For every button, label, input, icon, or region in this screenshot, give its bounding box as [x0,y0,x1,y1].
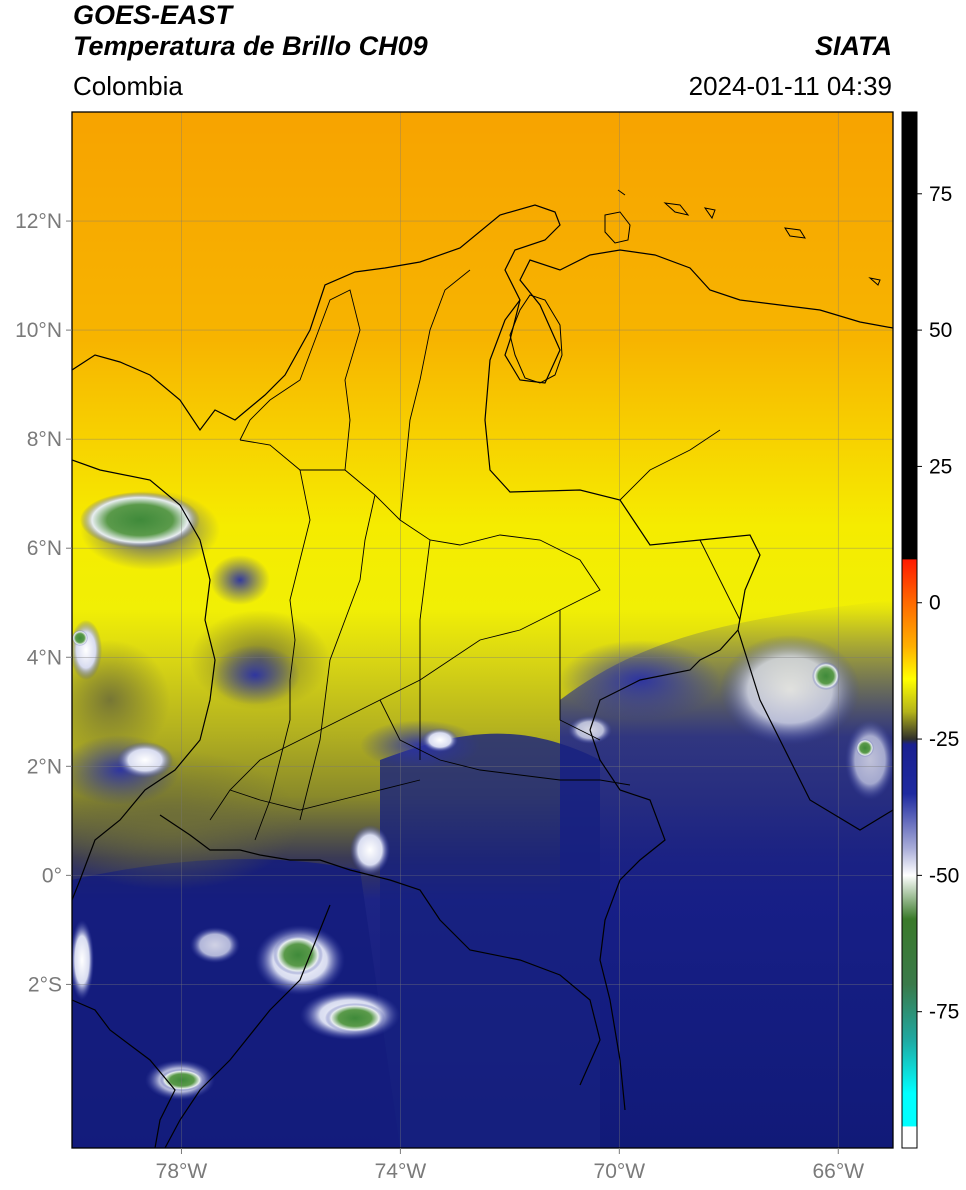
lon-tick-label: 70°W [594,1160,646,1183]
datetime-label: 2024-01-11 04:39 [688,71,892,101]
lat-tick-label: 2°N [27,755,62,778]
lat-tick-label: 12°N [15,210,62,233]
border-colombia-peru [159,814,601,1086]
lat-tick-label: 10°N [15,319,62,342]
border-interior-7 [559,610,601,741]
lon-tick-label: 74°W [375,1160,427,1183]
latitude-ticks: 12°N 10°N 8°N 6°N 4°N 2°N 0° 2°S [15,210,72,996]
border-interior-3 [299,494,376,821]
colorbar-tick-label: -25 [929,728,959,751]
colorbar-tick-label: 0 [929,592,941,615]
border-interior-6 [399,269,471,521]
lake-maracaibo [509,294,563,384]
lon-tick-label: 66°W [812,1160,864,1183]
colorbar-tick-label: -50 [929,864,959,887]
border-venezuela-interior [619,429,741,621]
colorbar: 75 50 25 0 -25 -50 -75 [901,111,959,1149]
colorbar-frame [901,111,918,1149]
lat-tick-label: 8°N [27,428,62,451]
longitude-ticks: 78°W 74°W 70°W 66°W [156,1148,864,1183]
islands-caribbean [604,189,881,286]
lat-tick-label: 2°S [28,973,62,996]
lat-tick-label: 4°N [27,646,62,669]
product-title: Temperatura de Brillo CH09 [73,31,428,61]
colorbar-tick-label: 50 [929,319,952,342]
border-interior-4 [419,539,431,760]
border-interior-1 [209,439,601,821]
lat-tick-label: 0° [42,864,62,887]
organization-label: SIATA [815,31,892,61]
colorbar-tick-label: 75 [929,183,952,206]
border-interior-8 [379,699,631,786]
colorbar-tick-label: -75 [929,1001,959,1024]
border-interior-5 [239,289,361,471]
border-interior-2 [254,469,311,841]
colorbar-tick-label: 25 [929,455,952,478]
lon-tick-label: 78°W [156,1160,208,1183]
satellite-imagery [72,112,893,1148]
coastline-ecuador [72,999,176,1148]
border-ecuador-peru [164,904,331,1148]
satellite-title: GOES-EAST [73,0,233,30]
coastline-pacific [72,459,216,901]
border-venezuela-brazil [737,629,893,831]
region-label: Colombia [73,71,183,101]
boundaries [72,189,893,1148]
colorbar-gradient [902,112,917,1148]
coastline-caribbean [72,204,893,432]
lat-tick-label: 6°N [27,537,62,560]
border-colombia-venezuela [484,299,761,731]
border-interior-9 [229,779,421,811]
border-colombia-brazil [589,729,666,1111]
map-frame [71,111,894,1149]
